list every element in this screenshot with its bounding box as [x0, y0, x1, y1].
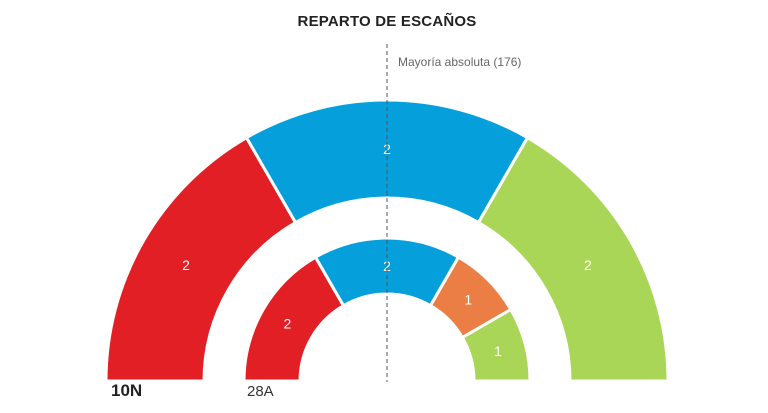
seat-segment-outer-3	[476, 135, 670, 383]
seat-count-outer-1: 2	[182, 257, 190, 273]
seat-segment-outer-1	[104, 135, 298, 383]
seat-count-outer-3: 2	[584, 257, 592, 273]
seat-segment-inner-4	[460, 307, 532, 383]
seat-count-inner-1: 2	[284, 316, 292, 332]
chart-title: REPARTO DE ESCAÑOS	[298, 12, 477, 30]
seat-segment-outer-2	[244, 98, 530, 225]
seat-count-inner-4: 1	[494, 343, 502, 359]
majority-label: Mayoría absoluta (176)	[398, 55, 521, 69]
ring-label-inner: 28A	[247, 383, 274, 400]
ring-label-outer: 10N	[111, 381, 142, 400]
seat-count-inner-2: 2	[383, 258, 391, 274]
seat-count-inner-3: 1	[464, 292, 472, 308]
